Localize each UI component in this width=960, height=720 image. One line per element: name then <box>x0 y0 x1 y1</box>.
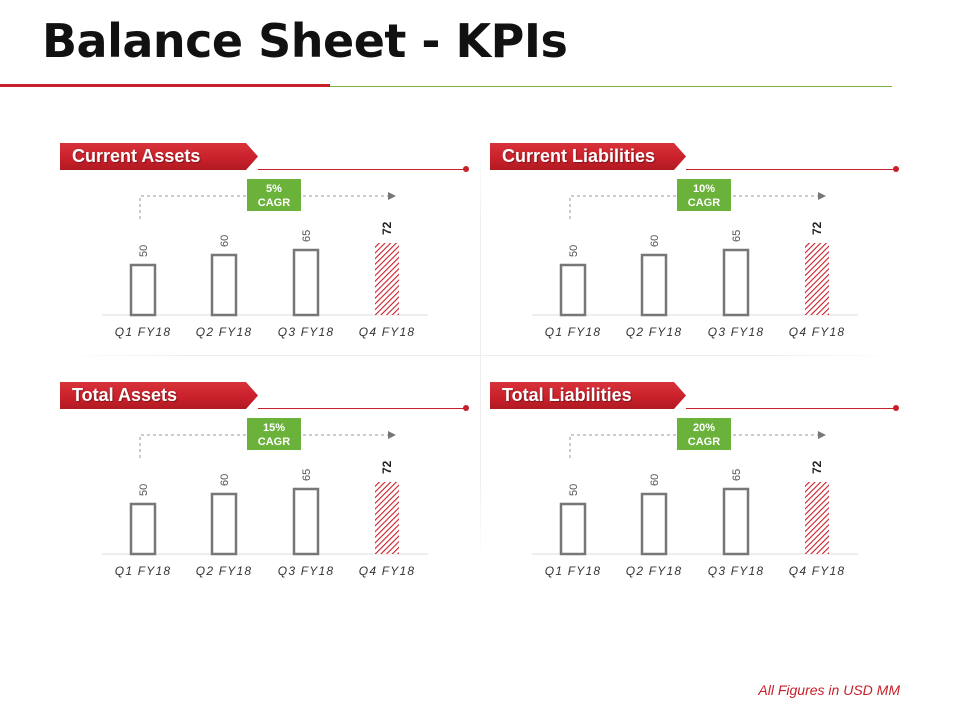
cagr-value: 15% <box>263 422 285 434</box>
bar-value-label: 72 <box>380 221 394 235</box>
cagr-label: CAGR <box>688 197 720 209</box>
bar-value-label: 72 <box>810 460 824 474</box>
cagr-arrowhead <box>388 431 396 439</box>
cagr-arrowhead <box>818 431 826 439</box>
category-label: Q1 FY18 <box>115 325 171 339</box>
category-label: Q3 FY18 <box>278 564 334 578</box>
header-line-dot <box>463 405 469 411</box>
header-line <box>686 408 895 409</box>
bar-highlight <box>805 482 829 554</box>
category-label: Q1 FY18 <box>115 564 171 578</box>
kpi-panel-current-liabilities: Current Liabilities 10% CAGR 50 Q1 FY18 60 Q2… <box>490 143 910 343</box>
category-label: Q4 FY18 <box>789 564 845 578</box>
bar <box>722 248 750 317</box>
bar-chart: 15% CAGR 50 Q1 FY18 60 Q2 FY18 65 Q3 FY18 72 Q4 F… <box>102 418 428 578</box>
bar-value-label: 60 <box>649 235 661 247</box>
cagr-arrow-line <box>139 195 390 219</box>
cagr-arrow-line <box>139 434 390 458</box>
bar <box>129 502 157 556</box>
bar-highlight <box>375 243 399 315</box>
bar <box>210 492 238 556</box>
header-line-dot <box>893 166 899 172</box>
panel-header: Total Assets <box>60 382 258 409</box>
header-line-dot <box>463 166 469 172</box>
bar-chart: 20% CAGR 50 Q1 FY18 60 Q2 FY18 65 Q3 FY18 72 Q4 F… <box>532 418 858 578</box>
header-line-dot <box>893 405 899 411</box>
header-line <box>258 408 465 409</box>
category-label: Q4 FY18 <box>789 325 845 339</box>
bar-value-label: 60 <box>649 474 661 486</box>
cagr-label: CAGR <box>258 436 290 448</box>
panel-header: Total Liabilities <box>490 382 686 409</box>
bar-chart: 5% CAGR 50 Q1 FY18 60 Q2 FY18 65 Q3 FY18 72 Q4 FY… <box>102 179 428 339</box>
cagr-value: 10% <box>693 183 715 195</box>
bar-value-label: 50 <box>568 484 580 496</box>
cagr-badge <box>677 418 731 450</box>
cagr-badge <box>677 179 731 211</box>
bar-highlight <box>375 482 399 554</box>
cagr-badge <box>247 418 301 450</box>
cagr-arrowhead <box>818 192 826 200</box>
bar <box>210 253 238 317</box>
category-label: Q2 FY18 <box>196 325 252 339</box>
category-label: Q4 FY18 <box>359 325 415 339</box>
header-line <box>258 169 465 170</box>
category-label: Q1 FY18 <box>545 325 601 339</box>
bar <box>292 487 320 556</box>
page-title: Balance Sheet - KPIs <box>42 14 568 68</box>
category-label: Q4 FY18 <box>359 564 415 578</box>
category-label: Q2 FY18 <box>196 564 252 578</box>
bar <box>559 263 587 317</box>
bar <box>640 492 668 556</box>
category-label: Q1 FY18 <box>545 564 601 578</box>
vertical-divider <box>480 140 481 560</box>
bar-value-label: 65 <box>731 230 743 242</box>
bar-value-label: 50 <box>568 245 580 257</box>
bar <box>129 263 157 317</box>
category-label: Q2 FY18 <box>626 564 682 578</box>
cagr-arrowhead <box>388 192 396 200</box>
cagr-arrow-line <box>569 434 820 458</box>
bar-value-label: 65 <box>731 469 743 481</box>
category-label: Q3 FY18 <box>708 325 764 339</box>
panel-header: Current Assets <box>60 143 258 170</box>
bar-value-label: 72 <box>810 221 824 235</box>
bar-value-label: 50 <box>138 245 150 257</box>
bar <box>640 253 668 317</box>
panel-header: Current Liabilities <box>490 143 686 170</box>
title-underline-green <box>330 86 892 87</box>
cagr-label: CAGR <box>688 436 720 448</box>
title-underline-red <box>0 84 330 87</box>
bar <box>559 502 587 556</box>
footnote: All Figures in USD MM <box>758 682 900 698</box>
bar-value-label: 60 <box>219 235 231 247</box>
bar-value-label: 65 <box>301 469 313 481</box>
bar-value-label: 60 <box>219 474 231 486</box>
header-line <box>686 169 895 170</box>
cagr-value: 20% <box>693 422 715 434</box>
kpi-panel-total-assets: Total Assets 15% CAGR 50 Q1 FY18 60 Q2 FY18 65… <box>60 382 480 582</box>
cagr-arrow-line <box>569 195 820 219</box>
horizontal-divider <box>60 355 900 356</box>
kpi-panel-current-assets: Current Assets 5% CAGR 50 Q1 FY18 60 Q2 FY18 6… <box>60 143 480 343</box>
bar-chart: 10% CAGR 50 Q1 FY18 60 Q2 FY18 65 Q3 FY18 72 Q4 F… <box>532 179 858 339</box>
bar-value-label: 50 <box>138 484 150 496</box>
category-label: Q3 FY18 <box>708 564 764 578</box>
cagr-value: 5% <box>266 183 282 195</box>
bar-value-label: 65 <box>301 230 313 242</box>
bar <box>722 487 750 556</box>
cagr-badge <box>247 179 301 211</box>
kpi-panel-total-liabilities: Total Liabilities 20% CAGR 50 Q1 FY18 60 Q2 F… <box>490 382 910 582</box>
bar-value-label: 72 <box>380 460 394 474</box>
bar <box>292 248 320 317</box>
category-label: Q3 FY18 <box>278 325 334 339</box>
cagr-label: CAGR <box>258 197 290 209</box>
category-label: Q2 FY18 <box>626 325 682 339</box>
bar-highlight <box>805 243 829 315</box>
